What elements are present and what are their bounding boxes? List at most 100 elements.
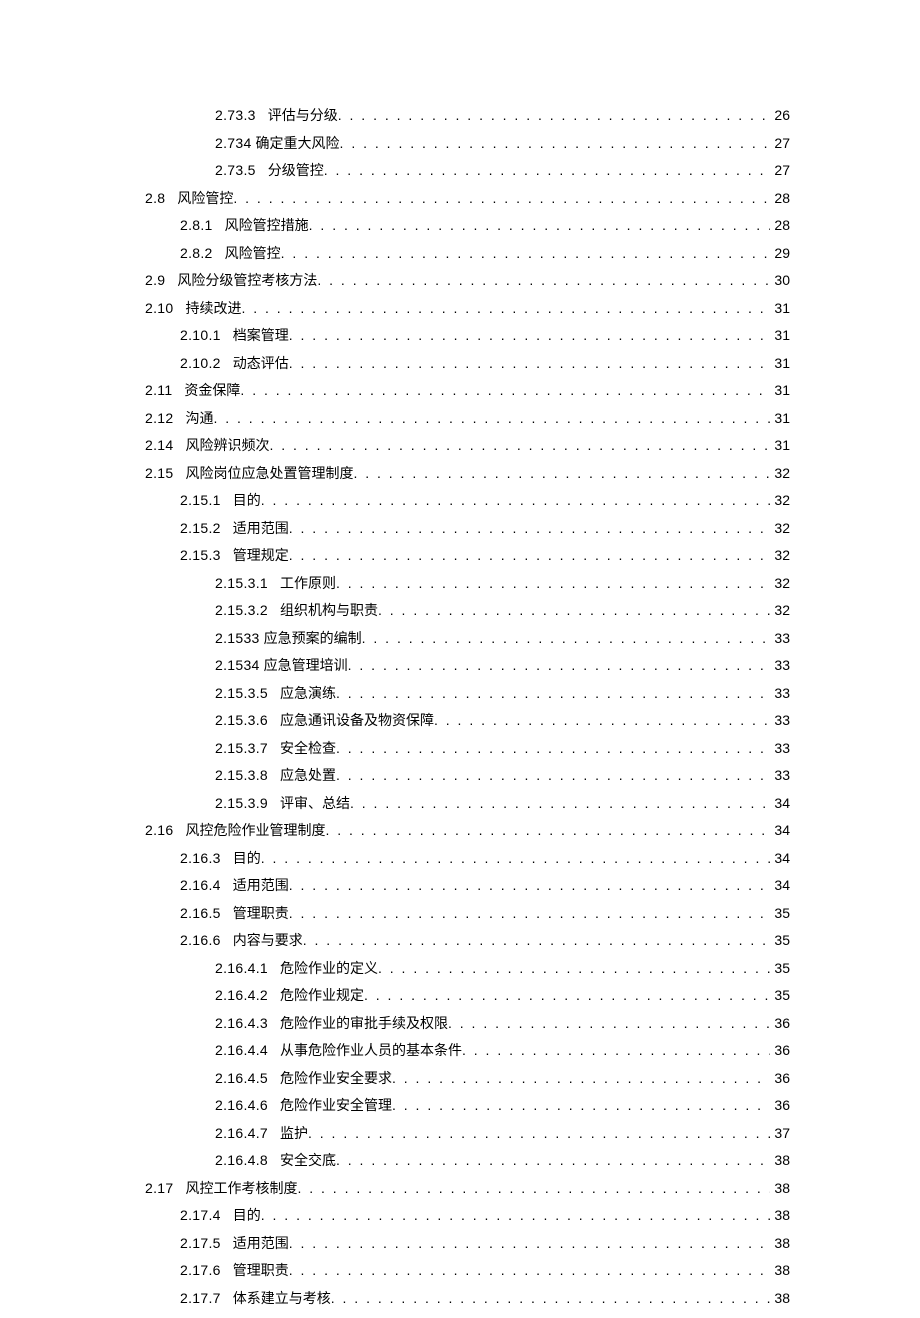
toc-page-number: 36 xyxy=(770,1016,790,1030)
toc-section-number: 2.10 xyxy=(145,301,173,315)
toc-page-number: 34 xyxy=(770,851,790,865)
toc-leader-dots xyxy=(317,273,770,287)
toc-section-number: 2.16.4 xyxy=(180,878,221,892)
toc-section-title: 适用范围 xyxy=(233,880,289,894)
toc-section-number: 2.10.1 xyxy=(180,328,221,342)
toc-section-title: 评估与分级 xyxy=(268,110,338,124)
toc-section-title: 危险作业安全要求 xyxy=(280,1073,392,1087)
toc-leader-dots xyxy=(289,906,770,920)
toc-section-title: 评审、总结 xyxy=(280,798,350,812)
toc-section-title: 目的 xyxy=(233,853,261,867)
toc-page-number: 32 xyxy=(770,548,790,562)
toc-section-title: 动态评估 xyxy=(233,358,289,372)
toc-section-title: 目的 xyxy=(233,495,261,509)
toc-leader-dots xyxy=(448,1016,770,1030)
toc-leader-dots xyxy=(241,301,770,315)
toc-entry: 2.8.2风险管控29 xyxy=(145,246,790,262)
toc-section-number: 2.8 xyxy=(145,191,165,205)
toc-page-number: 36 xyxy=(770,1043,790,1057)
toc-leader-dots xyxy=(289,356,770,370)
toc-section-title: 工作原则 xyxy=(280,578,336,592)
toc-section-title: 危险作业的审批手续及权限 xyxy=(280,1018,448,1032)
toc-section-number: 2.15 xyxy=(145,466,173,480)
toc-leader-dots xyxy=(281,246,770,260)
toc-entry: 2.16.4.7监护37 xyxy=(145,1126,790,1142)
toc-page-number: 33 xyxy=(770,741,790,755)
toc-section-title: 管理职责 xyxy=(233,908,289,922)
toc-leader-dots xyxy=(434,713,770,727)
toc-leader-dots xyxy=(362,631,770,645)
toc-page-number: 33 xyxy=(770,768,790,782)
toc-section-title: 应急演练 xyxy=(280,688,336,702)
toc-section-title: 安全交底 xyxy=(280,1155,336,1169)
toc-leader-dots xyxy=(338,108,770,122)
toc-entry: 2.17.7体系建立与考核38 xyxy=(145,1291,790,1307)
toc-leader-dots xyxy=(261,1208,770,1222)
toc-section-title: 应急处置 xyxy=(280,770,336,784)
toc-page-number: 34 xyxy=(770,796,790,810)
toc-section-title: 监护 xyxy=(280,1128,308,1142)
toc-section-number: 2.15.3.6 xyxy=(215,713,268,727)
toc-entry: 2.15.3.6应急通讯设备及物资保障33 xyxy=(145,713,790,729)
toc-section-number: 2.17.4 xyxy=(180,1208,221,1222)
toc-leader-dots xyxy=(233,191,770,205)
toc-page-number: 38 xyxy=(770,1181,790,1195)
toc-section-number: 2.15.3 xyxy=(180,548,221,562)
toc-leader-dots xyxy=(378,603,770,617)
toc-page-number: 33 xyxy=(770,686,790,700)
toc-leader-dots xyxy=(289,521,770,535)
toc-page-number: 28 xyxy=(770,218,790,232)
toc-leader-dots xyxy=(289,1236,770,1250)
toc-section-number: 2.16.4.8 xyxy=(215,1153,268,1167)
toc-page-number: 36 xyxy=(770,1098,790,1112)
toc-entry: 2.14风险辨识频次31 xyxy=(145,438,790,454)
toc-section-number: 2.15.3.7 xyxy=(215,741,268,755)
toc-page-number: 30 xyxy=(770,273,790,287)
toc-page-number: 36 xyxy=(770,1071,790,1085)
toc-page-number: 34 xyxy=(770,878,790,892)
toc-page-number: 28 xyxy=(770,191,790,205)
toc-entry: 2.73.5分级管控27 xyxy=(145,163,790,179)
toc-section-title: 持续改进 xyxy=(185,303,241,317)
toc-section-number: 2.16.4.4 xyxy=(215,1043,268,1057)
toc-entry: 2.16.4.6危险作业安全管理36 xyxy=(145,1098,790,1114)
toc-page-number: 31 xyxy=(770,438,790,452)
toc-section-title: 风险岗位应急处置管理制度 xyxy=(185,468,353,482)
toc-section-number: 2.11 xyxy=(145,383,172,397)
toc-leader-dots xyxy=(336,768,770,782)
toc-section-title: 风险管控 xyxy=(225,248,281,262)
toc-section-title: 安全检查 xyxy=(280,743,336,757)
toc-section-number: 2.16.4.1 xyxy=(215,961,268,975)
toc-entry: 2.16.4.1危险作业的定义35 xyxy=(145,961,790,977)
toc-entry: 2.15.3.5应急演练33 xyxy=(145,686,790,702)
toc-leader-dots xyxy=(261,851,770,865)
toc-leader-dots xyxy=(289,1263,770,1277)
toc-section-title: 管理规定 xyxy=(233,550,289,564)
toc-section-number: 2.16.4.3 xyxy=(215,1016,268,1030)
toc-entry: 2.10持续改进31 xyxy=(145,301,790,317)
toc-leader-dots xyxy=(392,1071,770,1085)
toc-page-number: 27 xyxy=(770,163,790,177)
toc-leader-dots xyxy=(364,988,770,1002)
toc-entry: 2.16.6内容与要求35 xyxy=(145,933,790,949)
toc-entry: 2.8 风险管控 28 xyxy=(145,191,790,207)
toc-section-title: 分级管控 xyxy=(268,165,324,179)
toc-section-title: 目的 xyxy=(233,1210,261,1224)
toc-entry: 2.15.3.1工作原则32 xyxy=(145,576,790,592)
toc-entry: 2.17风控工作考核制度38 xyxy=(145,1181,790,1197)
toc-page-number: 32 xyxy=(770,521,790,535)
toc-page-number: 31 xyxy=(770,411,790,425)
toc-section-title: 风险管控 xyxy=(177,193,233,207)
toc-entry: 2.16风控危险作业管理制度34 xyxy=(145,823,790,839)
toc-section-title: 内容与要求 xyxy=(233,935,303,949)
toc-entry: 2.12沟通31 xyxy=(145,411,790,427)
toc-leader-dots xyxy=(289,548,770,562)
toc-section-number: 2.73.3 xyxy=(215,108,256,122)
toc-section-title: 沟通 xyxy=(185,413,213,427)
toc-entry: 2.11资金保障31 xyxy=(145,383,790,399)
toc-leader-dots xyxy=(378,961,770,975)
toc-page-number: 38 xyxy=(770,1208,790,1222)
toc-section-title: 组织机构与职责 xyxy=(280,605,378,619)
toc-section-number: 2.16 xyxy=(145,823,173,837)
toc-page-number: 35 xyxy=(770,906,790,920)
